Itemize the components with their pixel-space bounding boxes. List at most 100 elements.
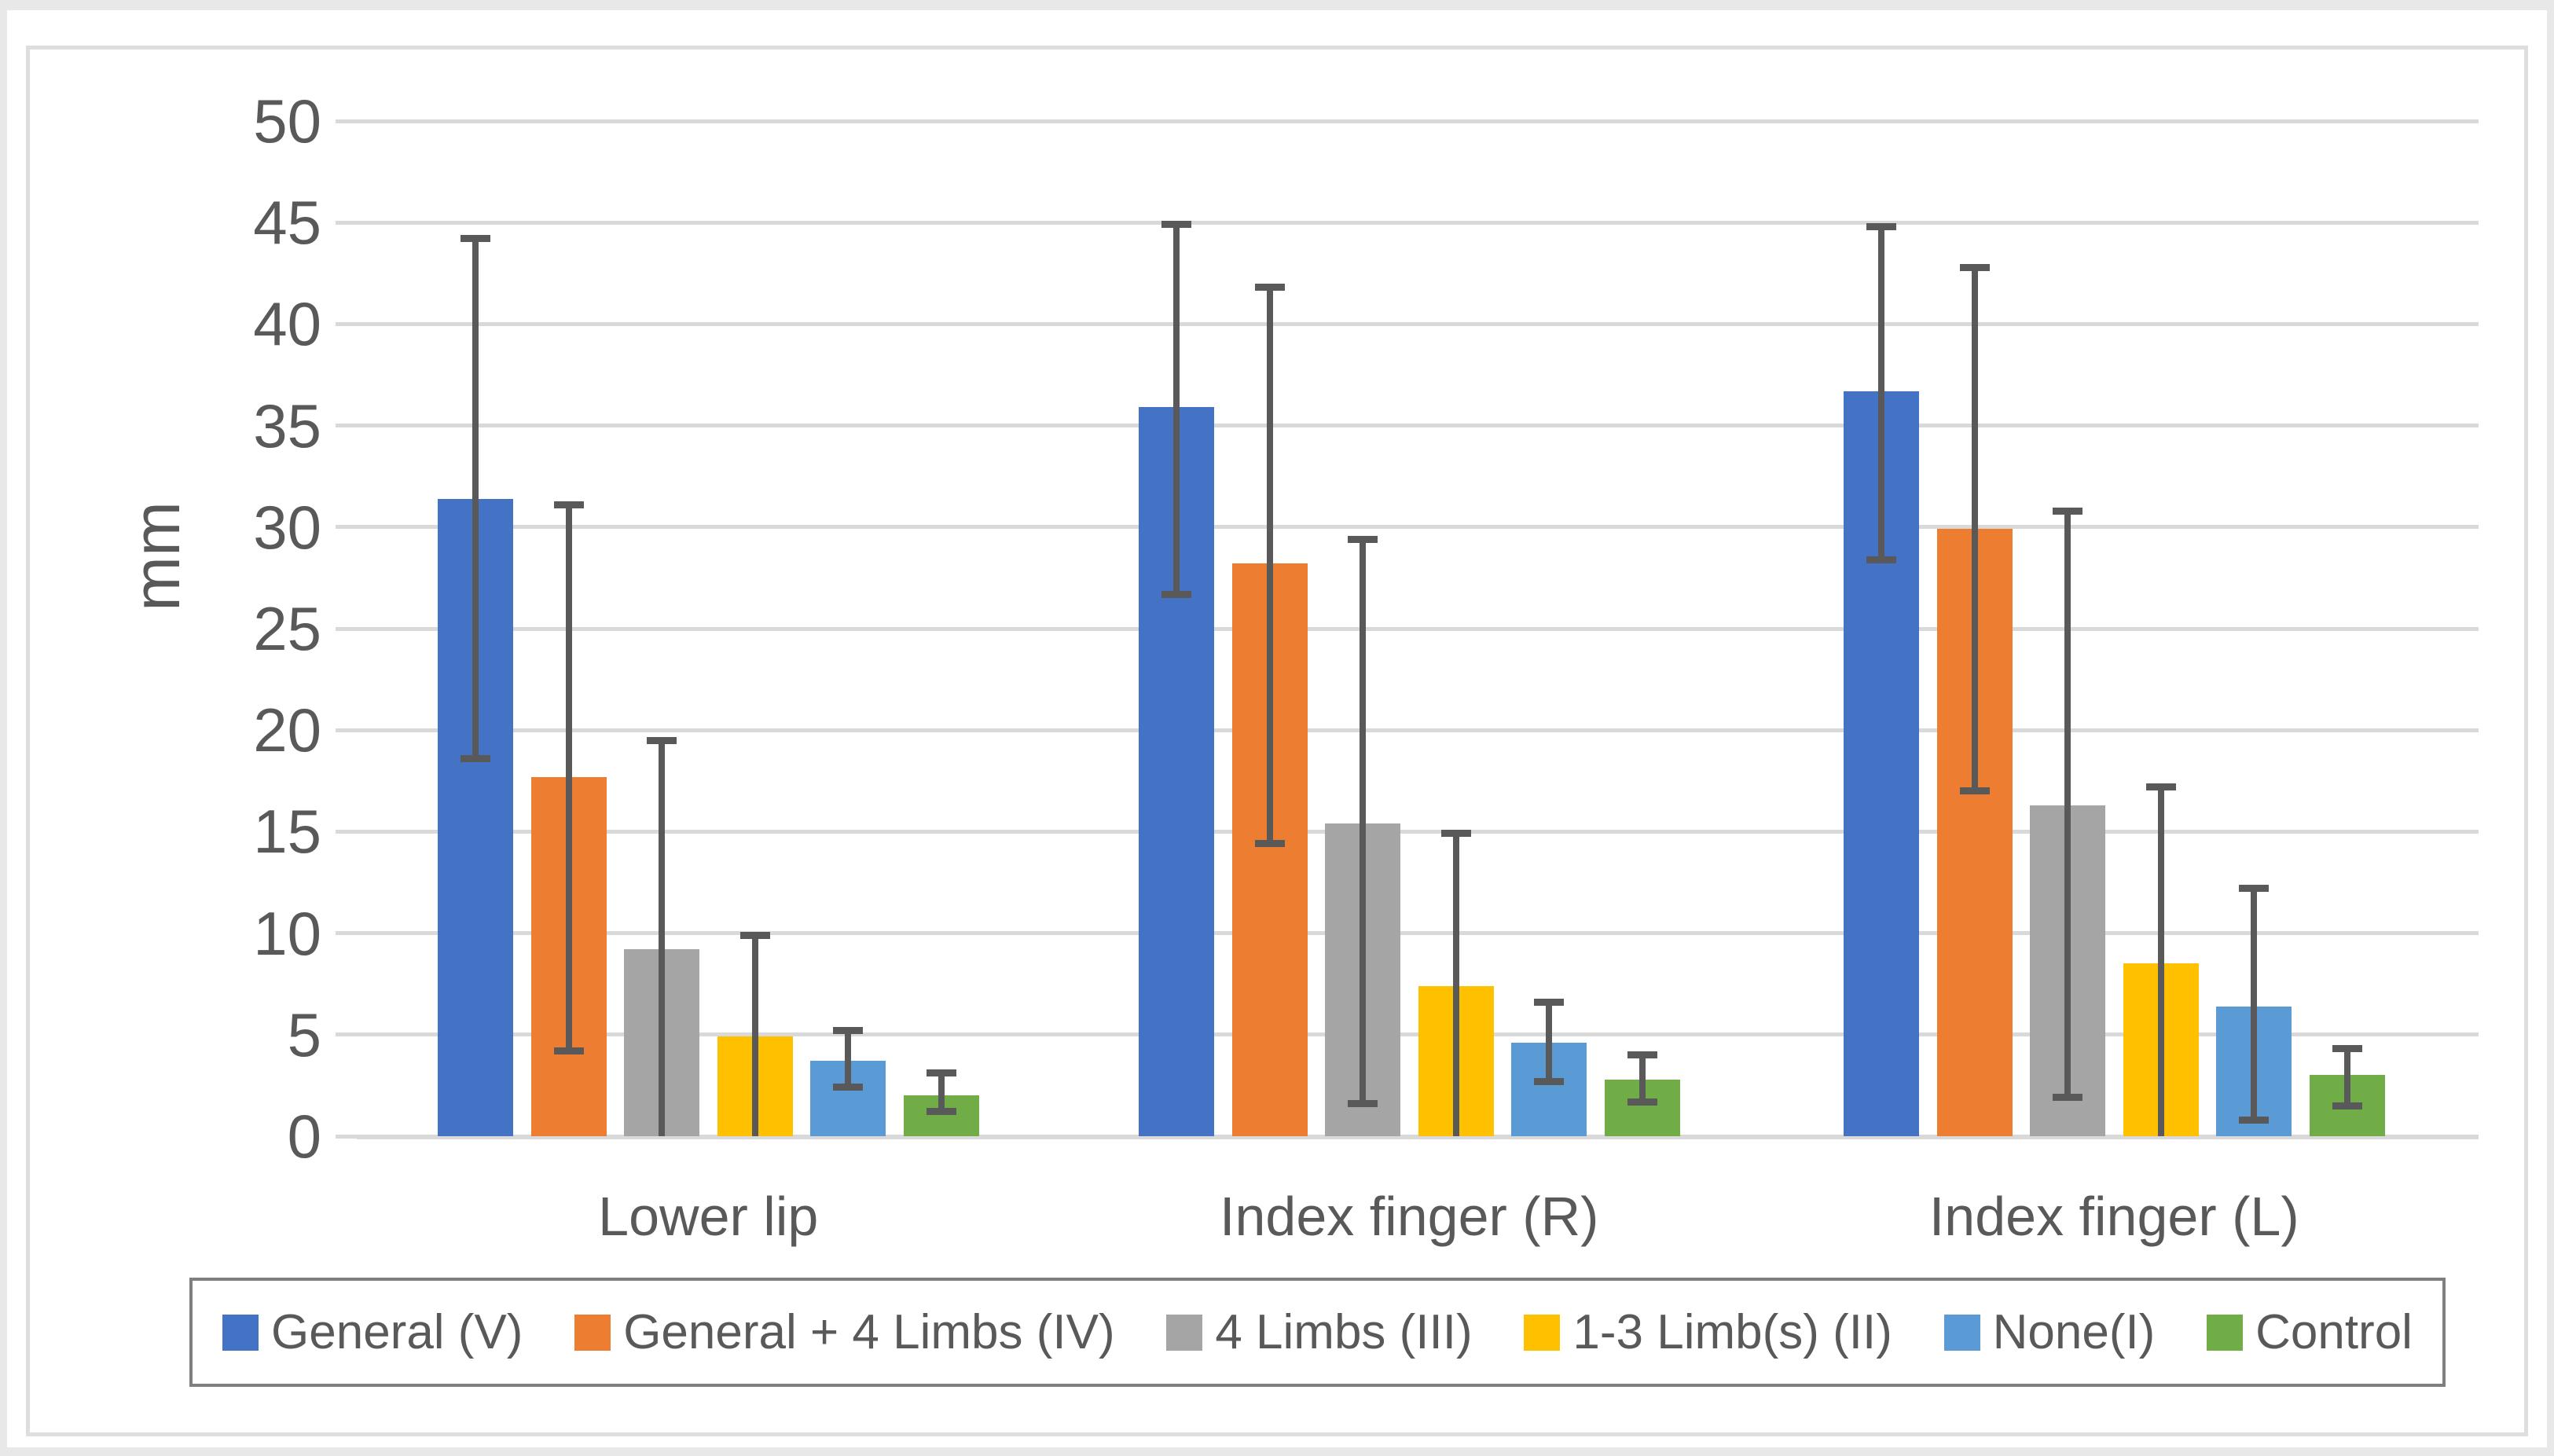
error-cap-top-Control-Index finger (L) (2332, 1045, 2362, 1053)
y-tick-label-50: 50 (253, 86, 321, 156)
legend-item-Control: Control (2207, 1304, 2413, 1360)
error-cap-top-4 Limbs (III)-Index finger (L) (2053, 507, 2082, 515)
error-bar-General (V)-Index finger (L) (1878, 226, 1884, 560)
error-bar-1-3 Limb(s) (II)-Index finger (L) (2157, 787, 2164, 1136)
y-axis-tick-10 (336, 931, 357, 936)
y-axis-tick-25 (336, 626, 357, 631)
legend-item-None(I): None(I) (1943, 1304, 2156, 1360)
y-tick-label-30: 30 (253, 492, 321, 562)
error-cap-top-1-3 Limb(s) (II)-Index finger (L) (2145, 783, 2176, 791)
legend: General (V) General + 4 Limbs (IV) 4 Limbs… (189, 1278, 2446, 1387)
legend-item-4 Limbs (III): 4 Limbs (III) (1166, 1304, 1473, 1360)
y-axis-tick-35 (336, 424, 357, 428)
error-bar-None(I)-Lower lip (845, 1030, 851, 1087)
legend-label-General + 4 Limbs (IV): General + 4 Limbs (IV) (623, 1305, 1115, 1359)
error-cap-bottom-None(I)-Index finger (L) (2239, 1116, 2269, 1124)
gridline-20 (357, 728, 2479, 732)
error-cap-top-General (V)-Lower lip (461, 235, 490, 243)
gridline-45 (357, 220, 2479, 225)
error-cap-bottom-General (V)-Index finger (R) (1161, 590, 1191, 598)
y-tick-label-40: 40 (253, 289, 321, 359)
error-cap-top-Control-Lower lip (926, 1069, 956, 1077)
error-bar-4 Limbs (III)-Lower lip (659, 740, 665, 1136)
error-bar-4 Limbs (III)-Index finger (L) (2064, 511, 2071, 1098)
error-cap-bottom-4 Limbs (III)-Index finger (L) (2053, 1094, 2082, 1102)
legend-item-1-3 Limb(s) (II): 1-3 Limb(s) (II) (1524, 1304, 1892, 1360)
error-cap-bottom-General (V)-Lower lip (461, 754, 490, 762)
legend-label-1-3 Limb(s) (II): 1-3 Limb(s) (II) (1572, 1305, 1892, 1359)
error-cap-top-General + 4 Limbs (IV)-Index finger (R) (1254, 284, 1285, 292)
y-tick-label-0: 0 (287, 1102, 321, 1171)
y-axis-tick-45 (336, 220, 357, 225)
error-cap-top-1-3 Limb(s) (II)-Lower lip (739, 931, 770, 939)
y-tick-label-5: 5 (287, 999, 321, 1069)
error-bar-General (V)-Lower lip (472, 238, 479, 759)
error-cap-top-1-3 Limb(s) (II)-Index finger (R) (1440, 830, 1471, 838)
error-cap-bottom-4 Limbs (III)-Index finger (R) (1348, 1100, 1378, 1108)
y-tick-label-15: 15 (253, 797, 321, 867)
error-cap-top-None(I)-Index finger (L) (2239, 885, 2269, 893)
error-cap-top-None(I)-Index finger (R) (1534, 998, 1564, 1006)
y-tick-label-25: 25 (253, 594, 321, 663)
y-axis-tick-40 (336, 321, 357, 326)
error-bar-Control-Index finger (L) (2343, 1048, 2350, 1106)
legend-label-General (V): General (V) (271, 1305, 523, 1359)
error-cap-bottom-None(I)-Lower lip (833, 1084, 863, 1091)
error-cap-bottom-General + 4 Limbs (IV)-Index finger (R) (1254, 840, 1285, 848)
error-bar-General + 4 Limbs (IV)-Index finger (L) (1971, 267, 1978, 791)
legend-label-4 Limbs (III): 4 Limbs (III) (1215, 1305, 1473, 1359)
y-axis-tick-30 (336, 525, 357, 530)
error-cap-bottom-General + 4 Limbs (IV)-Index finger (L) (1959, 787, 1990, 795)
error-bar-None(I)-Index finger (R) (1546, 1002, 1552, 1082)
legend-label-None(I): None(I) (1992, 1305, 2156, 1359)
y-axis-tick-20 (336, 728, 357, 732)
error-cap-top-None(I)-Lower lip (833, 1027, 863, 1035)
gridline-5 (357, 1032, 2479, 1037)
chart-card: 0 5 10 15 20 25 30 35 40 45 50 mm Lower lip Index f… (7, 10, 2547, 1447)
error-cap-top-4 Limbs (III)-Lower lip (647, 736, 677, 744)
error-bar-4 Limbs (III)-Index finger (R) (1360, 539, 1366, 1104)
error-bar-1-3 Limb(s) (II)-Index finger (R) (1452, 833, 1459, 1136)
y-tick-label-45: 45 (253, 188, 321, 258)
category-label-Index finger (L): Index finger (L) (1928, 1186, 2299, 1247)
y-tick-label-10: 10 (253, 898, 321, 968)
error-cap-top-General (V)-Index finger (R) (1161, 221, 1191, 229)
category-label-Lower lip: Lower lip (598, 1186, 819, 1247)
category-label-Index finger (R): Index finger (R) (1220, 1186, 1599, 1247)
error-cap-bottom-General (V)-Index finger (L) (1866, 556, 1896, 563)
error-cap-bottom-Control-Index finger (R) (1627, 1098, 1657, 1106)
y-tick-label-35: 35 (253, 391, 321, 460)
error-cap-top-General + 4 Limbs (IV)-Lower lip (553, 501, 584, 508)
y-tick-label-20: 20 (253, 695, 321, 765)
gridline-40 (357, 321, 2479, 326)
y-axis-tick-15 (336, 829, 357, 834)
legend-swatch-4 Limbs (III) (1166, 1314, 1203, 1351)
y-axis-tick-0 (336, 1134, 357, 1139)
y-axis-title: mm (119, 501, 193, 611)
gridline-50 (357, 119, 2479, 123)
error-cap-top-4 Limbs (III)-Index finger (R) (1348, 535, 1378, 543)
error-cap-top-General (V)-Index finger (L) (1866, 222, 1896, 230)
gridline-15 (357, 829, 2479, 834)
error-bar-General + 4 Limbs (IV)-Index finger (R) (1266, 287, 1273, 844)
legend-label-Control: Control (2255, 1305, 2413, 1359)
error-cap-top-General + 4 Limbs (IV)-Index finger (L) (1959, 263, 1990, 271)
legend-swatch-General (V) (222, 1314, 259, 1351)
error-cap-top-Control-Index finger (R) (1627, 1051, 1657, 1059)
legend-swatch-Control (2207, 1314, 2244, 1351)
error-bar-1-3 Limb(s) (II)-Lower lip (751, 935, 758, 1136)
error-bar-None(I)-Index finger (L) (2251, 888, 2257, 1120)
legend-swatch-1-3 Limb(s) (II) (1524, 1314, 1561, 1351)
error-bar-Control-Lower lip (938, 1073, 945, 1112)
error-bar-General (V)-Index finger (R) (1173, 224, 1180, 595)
error-cap-bottom-Control-Index finger (L) (2332, 1102, 2362, 1109)
error-bar-Control-Index finger (R) (1638, 1054, 1646, 1102)
gridline-30 (357, 525, 2479, 530)
legend-item-General (V): General (V) (222, 1304, 523, 1360)
legend-item-General + 4 Limbs (IV): General + 4 Limbs (IV) (574, 1304, 1115, 1360)
legend-swatch-None(I) (1943, 1314, 1980, 1351)
gridline-10 (357, 931, 2479, 936)
y-axis-tick-5 (336, 1032, 357, 1037)
error-cap-bottom-Control-Lower lip (926, 1108, 956, 1116)
